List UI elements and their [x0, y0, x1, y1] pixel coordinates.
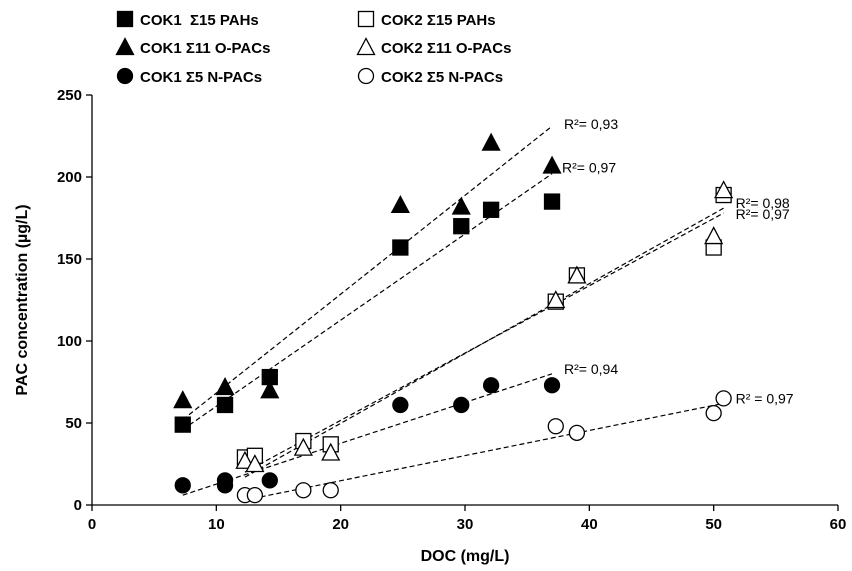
legend-marker — [357, 10, 375, 28]
y-tick-label: 0 — [74, 497, 82, 514]
legend-marker — [115, 37, 135, 56]
y-tick-label: 250 — [57, 87, 82, 104]
data-point — [392, 239, 409, 256]
data-point — [260, 380, 280, 399]
r-squared-label: R²= 0,98 — [736, 195, 790, 211]
data-point — [451, 196, 471, 215]
trend-line — [244, 402, 724, 501]
data-point — [246, 487, 264, 504]
r-squared-label: R²= 0,93 — [564, 116, 618, 132]
data-point — [714, 180, 734, 199]
data-point — [293, 437, 313, 456]
x-tick-label: 40 — [581, 516, 598, 533]
data-point — [390, 194, 410, 214]
data-point — [174, 477, 191, 494]
data-point — [216, 477, 234, 494]
data-point — [543, 193, 561, 210]
data-point — [174, 416, 191, 433]
y-tick-label: 50 — [65, 415, 82, 432]
data-point — [453, 218, 470, 235]
r-squared-label: R²= 0,94 — [564, 361, 618, 377]
trend-line — [182, 373, 553, 496]
data-point — [245, 454, 265, 473]
y-axis-title: PAC concentration (µg/L) — [14, 204, 31, 395]
data-points — [173, 132, 734, 504]
data-point — [542, 155, 562, 174]
data-point — [392, 396, 409, 414]
legend-label: COK1 Σ5 N-PACs — [140, 69, 262, 86]
data-point — [322, 482, 339, 499]
x-axis-title: DOC (mg/L) — [421, 548, 510, 565]
data-point — [546, 290, 566, 309]
data-point — [568, 424, 586, 441]
r-squared-label: R²= 0,97 — [736, 206, 790, 222]
legend-label: COK2 Σ5 N-PACs — [381, 69, 503, 86]
data-point — [482, 201, 500, 218]
trend-line — [182, 125, 553, 421]
legend-marker — [357, 67, 375, 85]
data-point — [481, 132, 501, 151]
legend-label: COK2 Σ15 PAHs — [381, 12, 496, 29]
data-point — [705, 405, 722, 422]
y-tick-label: 150 — [57, 251, 82, 268]
data-point — [295, 482, 312, 499]
trend-line — [182, 173, 553, 431]
x-tick-label: 50 — [705, 516, 722, 533]
r-squared-label: R² = 0,97 — [736, 390, 794, 406]
x-tick-label: 20 — [332, 516, 349, 533]
x-tick-label: 30 — [457, 516, 474, 533]
trend-lines — [182, 125, 724, 501]
data-point — [482, 377, 500, 394]
data-point — [567, 265, 587, 284]
y-tick-label: 200 — [57, 169, 82, 186]
legend-marker — [356, 37, 376, 56]
data-point — [215, 377, 235, 396]
data-point — [704, 226, 724, 245]
trend-line — [244, 212, 724, 473]
data-point — [173, 390, 193, 409]
data-point — [453, 396, 470, 414]
legend-label: COK1 Σ15 PAHs — [140, 12, 259, 29]
y-tick-label: 100 — [57, 333, 82, 350]
x-tick-label: 60 — [830, 516, 847, 533]
x-tick-label: 0 — [88, 516, 96, 533]
data-point — [321, 442, 341, 461]
legend-label: COK2 Σ11 O-PACs — [381, 40, 511, 57]
r-squared-label: R²= 0,97 — [562, 160, 616, 176]
axes: 0 50 100 150 200 250 0 10 20 30 40 50 60 — [57, 87, 846, 533]
data-point — [216, 396, 234, 414]
data-point — [261, 472, 278, 489]
data-point — [547, 418, 564, 435]
legend-marker — [116, 10, 134, 28]
data-point — [543, 377, 561, 394]
legend-marker — [116, 67, 134, 85]
x-tick-label: 10 — [208, 516, 225, 533]
data-point — [715, 390, 732, 407]
legend-label: COK1 Σ11 O-PACs — [140, 40, 270, 57]
data-point — [235, 450, 255, 469]
legend: COK1 Σ15 PAHs COK1 Σ11 O-PACs COK1 Σ5 N-PA… — [115, 10, 511, 86]
